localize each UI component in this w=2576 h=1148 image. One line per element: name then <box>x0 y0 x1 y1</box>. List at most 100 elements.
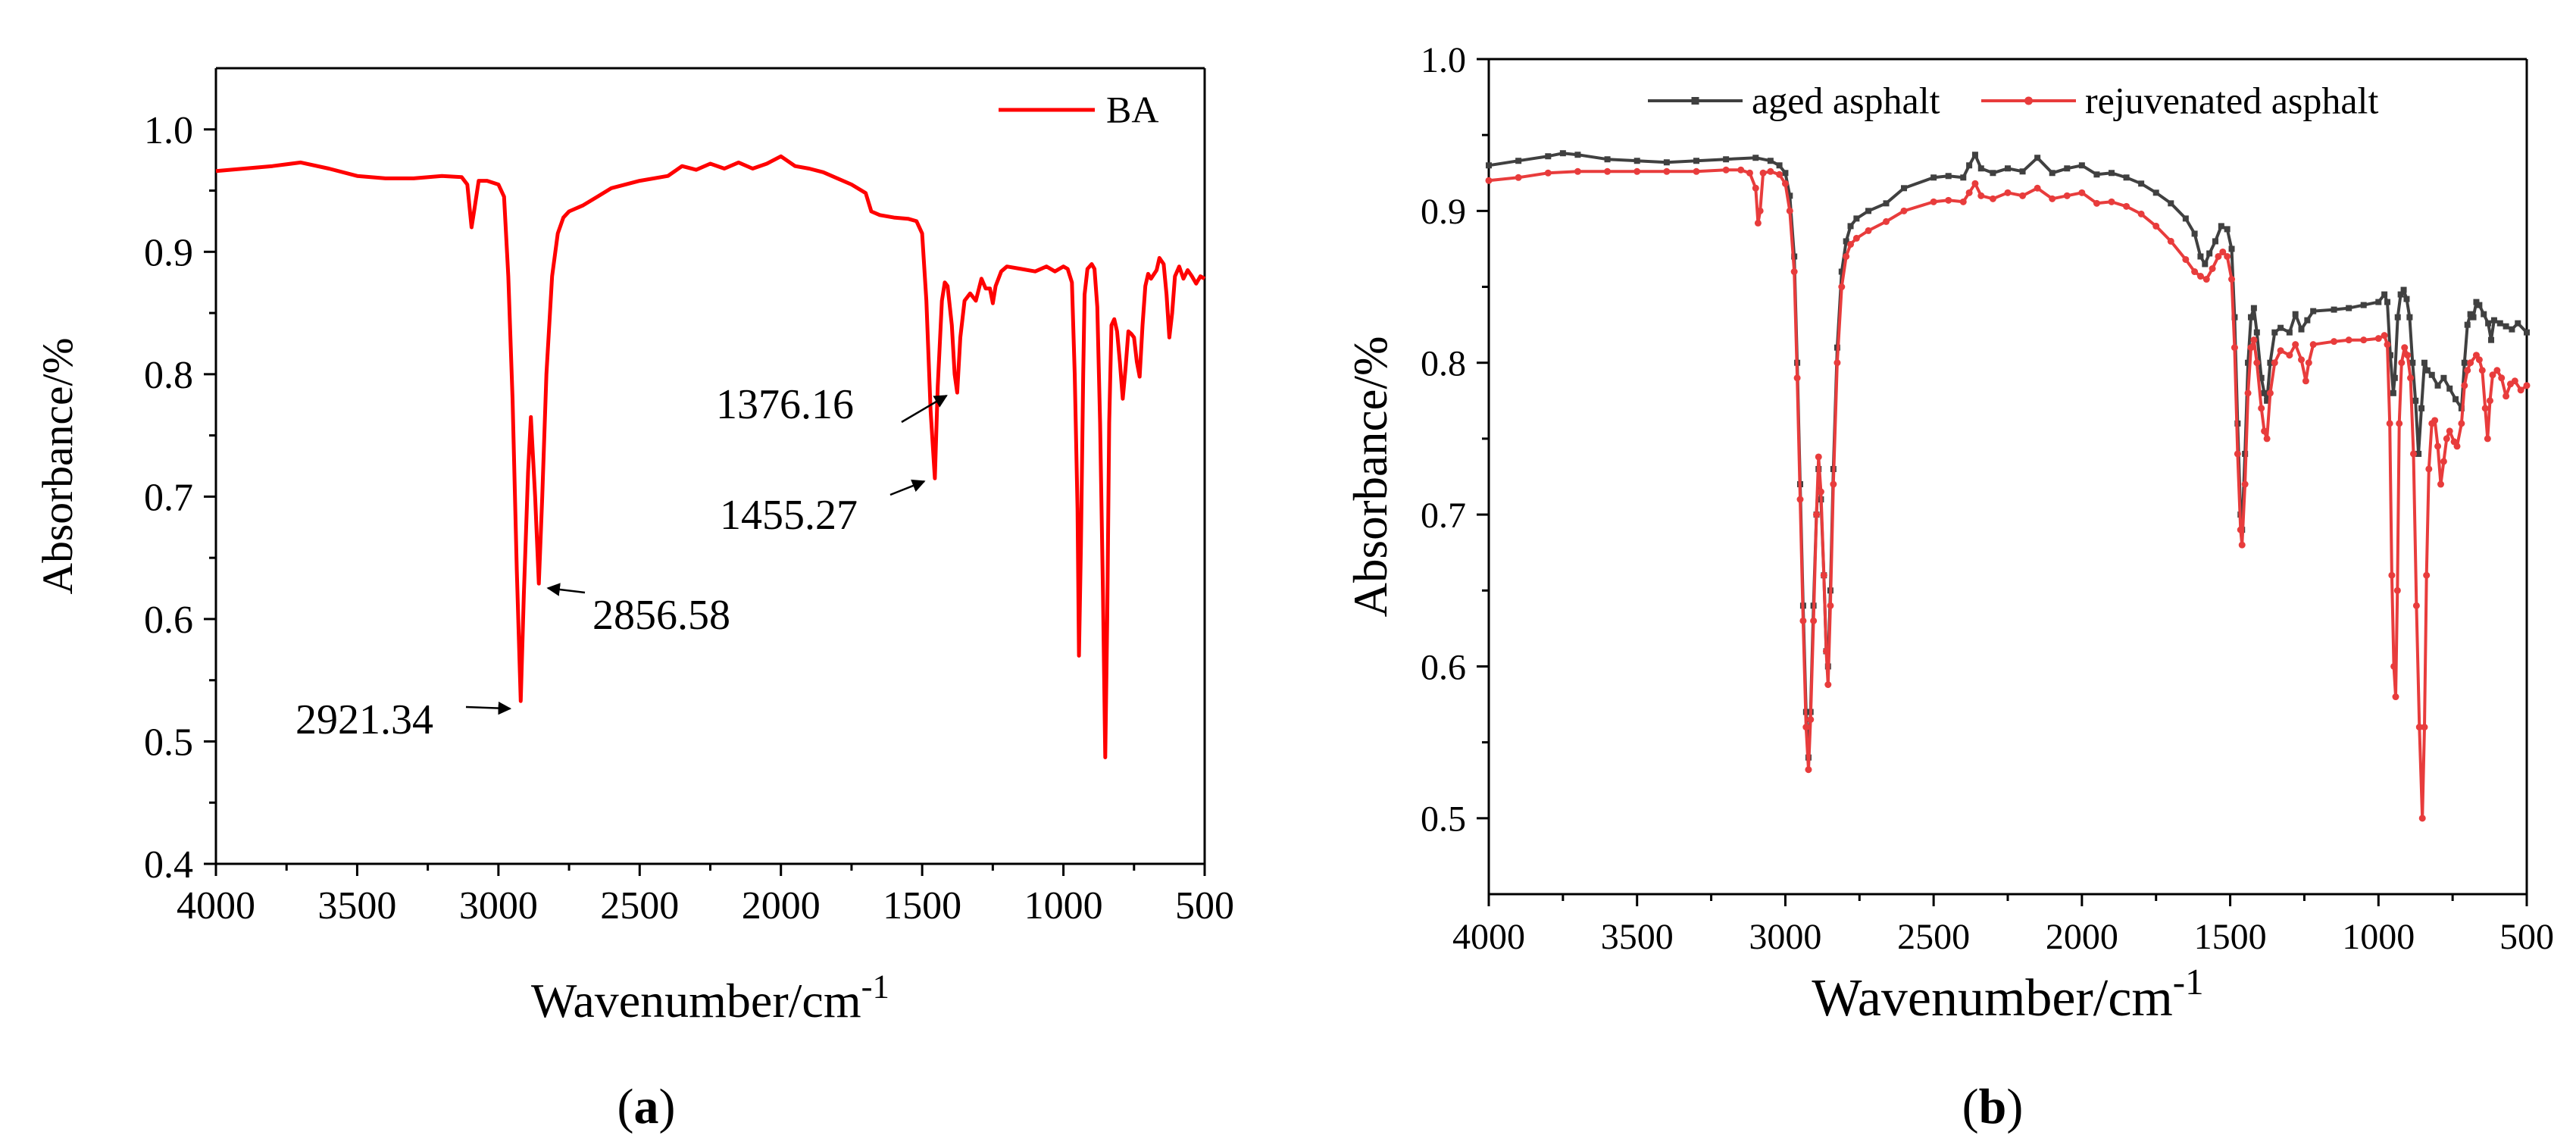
data-point <box>1838 268 1845 275</box>
peak-annotation-arrow <box>465 701 512 715</box>
data-point <box>2440 374 2447 381</box>
data-point <box>2302 377 2309 385</box>
data-point <box>1883 217 1890 225</box>
data-point <box>2485 320 2492 327</box>
data-point <box>2397 291 2404 298</box>
x-tick-label: 1500 <box>883 884 961 927</box>
data-point <box>2360 336 2368 344</box>
data-point <box>2509 326 2515 333</box>
series-line-aged-asphalt <box>1488 152 2528 759</box>
y-tick-label: 0.6 <box>1421 647 1466 687</box>
data-point <box>2215 252 2222 260</box>
x-tick-label: 500 <box>1175 884 1234 927</box>
data-point <box>1746 169 1753 177</box>
data-point <box>2305 359 2312 367</box>
data-point <box>1827 602 1834 609</box>
data-point <box>1900 207 1908 214</box>
data-point <box>1990 170 1996 177</box>
panel-a-chart: 4000 3500 3000 2500 2000 1500 1000 500 0.4 0.5 0.6… <box>34 67 1234 1134</box>
data-point <box>2292 311 2299 317</box>
data-point <box>2310 308 2317 314</box>
data-point <box>1776 162 1783 169</box>
data-point <box>2401 344 2409 352</box>
peak-annotation-arrow <box>901 394 948 424</box>
data-point <box>1574 152 1581 158</box>
y-tick-label: 0.7 <box>144 477 193 520</box>
data-point <box>2496 320 2503 327</box>
data-point <box>2219 248 2227 255</box>
data-point <box>2488 336 2495 343</box>
x-tick-label: 4000 <box>1452 917 1525 957</box>
x-tick-label: 2500 <box>600 884 679 927</box>
x-axis-title: Wavenumber/cm-1 <box>1812 961 2203 1028</box>
data-point <box>1604 167 1612 175</box>
data-point <box>2253 329 2260 336</box>
data-point <box>1977 165 1984 172</box>
data-point <box>1847 223 1854 230</box>
data-point <box>2461 382 2468 389</box>
data-point <box>2406 314 2413 321</box>
data-point <box>2264 397 2271 404</box>
data-point <box>1515 174 1522 181</box>
legend-label: aged asphalt <box>1752 80 1940 122</box>
legend-label: BA <box>1106 89 1158 131</box>
data-point <box>2196 273 2204 280</box>
data-point <box>2228 246 2235 252</box>
data-point <box>1544 169 1552 177</box>
x-tick-label: 3500 <box>1601 917 1674 957</box>
x-tick-label: 2500 <box>1897 917 1970 957</box>
data-point <box>1853 215 1860 222</box>
data-point <box>2224 252 2231 260</box>
data-point <box>2418 815 2426 822</box>
data-point <box>2524 329 2530 336</box>
data-point <box>2263 435 2271 443</box>
data-point <box>2063 192 2071 199</box>
data-point <box>2464 367 2471 374</box>
x-tick-label: 2000 <box>742 884 821 927</box>
data-point <box>1782 170 1789 177</box>
data-point <box>2423 571 2431 579</box>
data-point <box>2415 450 2422 457</box>
data-point <box>2390 662 2398 670</box>
data-point <box>2375 299 2382 305</box>
data-point <box>1754 219 1762 227</box>
data-point <box>2425 465 2433 473</box>
data-point <box>2212 238 2218 245</box>
data-point <box>1781 180 1789 187</box>
data-point <box>1822 647 1830 655</box>
panel-label: (b) <box>1962 1079 2024 1134</box>
data-point <box>2237 526 2244 533</box>
y-tick-label: 0.5 <box>1421 799 1466 840</box>
data-point <box>2245 359 2252 366</box>
data-point <box>2398 359 2406 367</box>
y-tick-label: 0.4 <box>144 843 193 887</box>
data-point <box>2034 184 2041 192</box>
data-point <box>1663 167 1671 175</box>
legend-marker <box>2024 96 2033 105</box>
data-point <box>1989 195 1996 202</box>
panel-label: (a) <box>617 1079 676 1134</box>
data-point <box>1843 238 1849 245</box>
data-point <box>2138 180 2145 187</box>
data-point <box>1865 227 1872 234</box>
data-point <box>1843 252 1850 260</box>
data-point <box>2234 450 2241 458</box>
data-point <box>2152 189 2159 196</box>
data-point <box>2247 344 2255 352</box>
data-point <box>1971 152 1978 158</box>
data-point <box>2470 314 2477 321</box>
data-point <box>2304 317 2311 324</box>
data-point <box>2421 359 2428 366</box>
data-point <box>2292 341 2299 349</box>
data-point <box>2374 335 2382 343</box>
data-point <box>1901 185 1907 192</box>
data-point <box>2231 344 2238 352</box>
data-point <box>2137 210 2145 217</box>
data-point <box>1799 617 1807 624</box>
data-point <box>1559 150 1566 157</box>
data-point <box>2400 286 2407 293</box>
data-point <box>2390 389 2396 396</box>
peak-annotation-label: 2856.58 <box>592 592 730 639</box>
data-point <box>2484 435 2491 443</box>
